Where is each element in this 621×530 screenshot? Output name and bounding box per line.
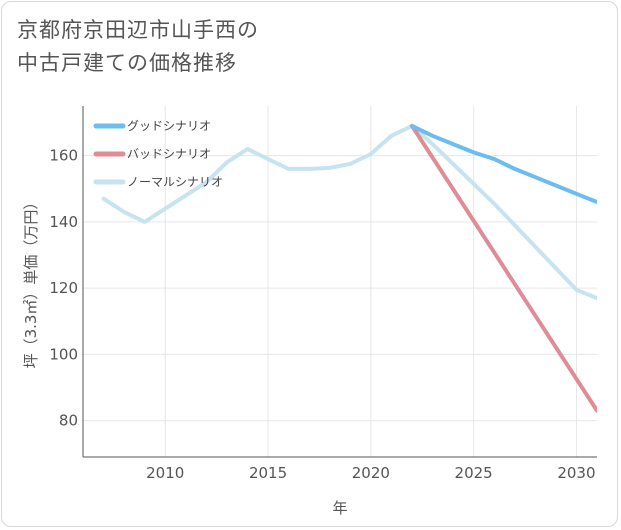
y-tick-label: 80 [59, 412, 78, 430]
series-layer [101, 123, 597, 413]
series-line-1 [410, 123, 597, 413]
plot-frame [82, 106, 597, 458]
grid [83, 106, 597, 457]
y-tick-labels: 80 100 120 140 160 [49, 147, 78, 430]
y-tick-label: 120 [49, 279, 78, 297]
y-tick-label: 100 [49, 345, 78, 363]
x-tick-label: 2010 [146, 464, 184, 482]
x-tick-label: 2015 [249, 464, 287, 482]
legend-label-0: グッドシナリオ [127, 119, 211, 133]
series-line-2 [101, 123, 597, 301]
x-tick-label: 2030 [557, 464, 595, 482]
chart-title-line1: 京都府京田辺市山手西の [17, 18, 259, 42]
legend-label-2: ノーマルシナリオ [127, 175, 223, 189]
chart-title-line2: 中古戸建ての価格推移 [17, 51, 237, 75]
series-line-0 [410, 123, 597, 204]
x-tick-labels: 2010 2015 2020 2025 2030 [146, 464, 595, 482]
x-axis-title: 年 [332, 499, 347, 517]
x-tick-label: 2025 [455, 464, 493, 482]
y-axis-title: 坪（3.3㎡）単価（万円） [22, 195, 40, 369]
y-tick-label: 160 [49, 147, 78, 165]
x-tick-label: 2020 [352, 464, 390, 482]
y-tick-label: 140 [49, 213, 78, 231]
chart-title: 京都府京田辺市山手西の 中古戸建ての価格推移 [17, 14, 437, 80]
legend-label-1: バッドシナリオ [127, 147, 211, 161]
